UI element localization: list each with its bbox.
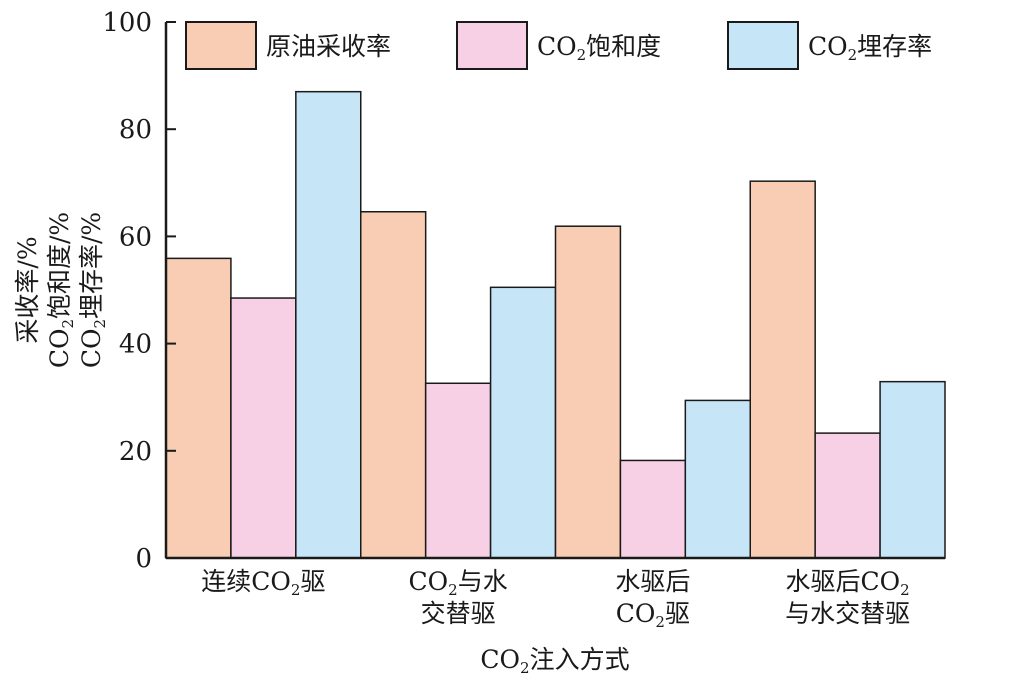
axes-group <box>164 22 945 560</box>
legend-label-2: CO2饱和度 <box>537 32 661 64</box>
bar-4-3 <box>879 380 946 559</box>
bar-3-3 <box>684 399 751 559</box>
y-axis-title-line: CO2饱和度/% <box>45 212 77 368</box>
bar-1-1 <box>165 257 232 559</box>
legend-swatch-3 <box>727 21 799 70</box>
bar-3-1 <box>554 225 622 559</box>
y-tick-label: 20 <box>119 437 152 467</box>
y-tick-label: 60 <box>119 222 152 252</box>
bar-2-1 <box>360 210 427 559</box>
bar-3-2 <box>619 459 687 559</box>
bar-4-1 <box>749 180 816 559</box>
bar-4-2 <box>814 432 881 559</box>
legend-swatch-1 <box>185 21 257 70</box>
x-category-label: 连续CO2驱 <box>201 567 325 599</box>
y-tick-label: 40 <box>119 330 152 360</box>
y-tick-label: 80 <box>119 115 152 145</box>
bar-2-3 <box>489 286 557 559</box>
legend-label-1: 原油采收率 <box>266 32 391 61</box>
bar-2-2 <box>424 382 492 559</box>
y-tick-label: 0 <box>135 544 152 574</box>
legend: 原油采收率 CO2饱和度 CO2埋存率 <box>185 21 932 70</box>
bar-1-3 <box>295 90 362 559</box>
x-category-label: 水驱后CO2 <box>786 567 910 599</box>
x-category-label: 交替驱 <box>421 599 496 628</box>
bar-1-2 <box>230 297 297 559</box>
x-category-label: 水驱后 <box>615 567 690 596</box>
legend-label-3: CO2埋存率 <box>808 32 932 64</box>
y-axis-title-line: CO2埋存率/% <box>77 212 109 368</box>
x-axis-title: CO2注入方式 <box>480 645 629 677</box>
bars-group <box>165 90 946 559</box>
y-ticks-group: 0 20 40 60 80 100 <box>102 8 176 574</box>
x-category-label: 与水交替驱 <box>785 599 910 628</box>
y-axis-title: 采收率/%CO2饱和度/%CO2埋存率/% <box>13 212 109 368</box>
y-axis-title-line: 采收率/% <box>13 236 42 343</box>
legend-swatch-2 <box>456 21 528 70</box>
x-category-label: CO2驱 <box>616 599 690 631</box>
x-category-label: CO2与水 <box>409 567 508 599</box>
y-tick-label: 100 <box>102 8 152 38</box>
